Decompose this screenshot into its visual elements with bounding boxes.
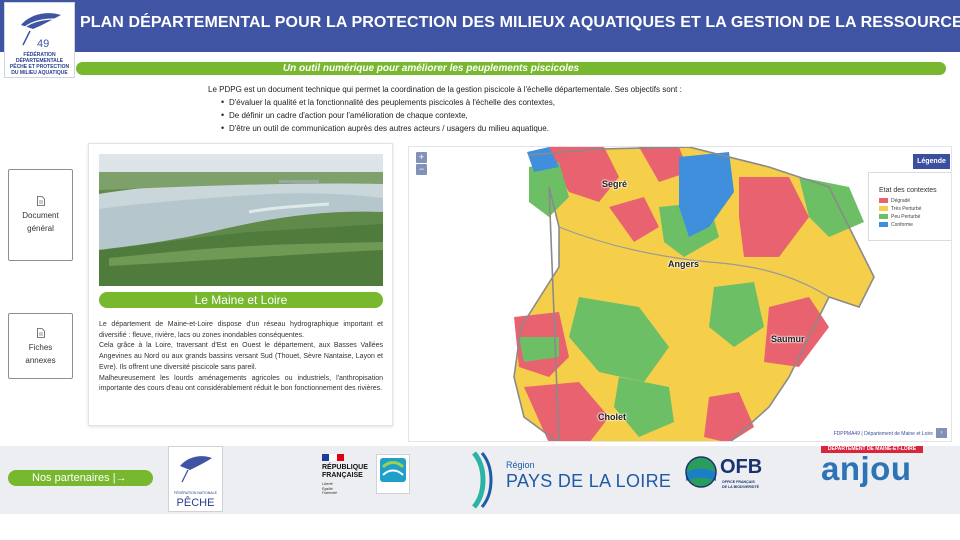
logo-number: 49: [37, 38, 49, 50]
map-attribution[interactable]: FDPPMA49 | Département de Maine et Loire: [833, 431, 933, 437]
map-panel[interactable]: + − Segré Angers Saumur Cholet Légende E…: [408, 146, 952, 442]
partners-button[interactable]: Nos partenaires |→: [8, 470, 153, 486]
zoom-in-button[interactable]: +: [416, 152, 427, 163]
subtitle-banner: Un outil numérique pour améliorer les pe…: [76, 62, 946, 75]
city-label-segre: Segré: [602, 179, 628, 189]
objective-item: D'évaluer la qualité et la fonctionnalit…: [221, 96, 768, 109]
objective-item: De définir un cadre d'action pour l'amél…: [221, 109, 768, 122]
city-label-cholet: Cholet: [598, 412, 626, 422]
fish-logo-icon: 49: [20, 13, 61, 50]
anjou-logo[interactable]: DÉPARTEMENT DE MAINE-ET-LOIRE anjou: [821, 446, 925, 496]
city-label-saumur: Saumur: [771, 334, 805, 344]
attribution-toggle-button[interactable]: ›: [936, 428, 947, 438]
card-description: Le département de Maine-et-Loire dispose…: [99, 321, 383, 393]
objectives-list: D'évaluer la qualité et la fonctionnalit…: [221, 96, 768, 135]
document-general-button[interactable]: Document général: [8, 169, 73, 261]
legend-item: Très Perturbé: [879, 205, 951, 213]
legend-title: Etat des contextes: [879, 187, 937, 194]
water-agency-icon: [380, 458, 406, 482]
ofb-logo[interactable]: OFB OFFICE FRANÇAIS DE LA BIODIVERSITÉ: [684, 453, 774, 503]
department-card: Le Maine et Loire Le département de Main…: [88, 143, 393, 426]
ofb-emblem-icon: [685, 456, 717, 488]
french-flag-icon: [322, 454, 344, 461]
intro-lead: Le PDPG est un document technique qui pe…: [208, 85, 682, 94]
zoom-out-button[interactable]: −: [416, 164, 427, 175]
fiches-annexes-button[interactable]: Fiches annexes: [8, 313, 73, 379]
loire-aerial-photo: [99, 154, 383, 286]
legend-item: Conforme: [879, 221, 951, 229]
header-bar: PLAN DÉPARTEMENTAL POUR LA PROTECTION DE…: [0, 0, 960, 52]
federation-logo[interactable]: 49 FÉDÉRATION DÉPARTEMENTALE PÊCHE ET PR…: [4, 2, 75, 78]
subtitle-text: Un outil numérique pour améliorer les pe…: [282, 63, 580, 74]
region-pays-de-la-loire-logo[interactable]: Région PAYS DE LA LOIRE: [468, 449, 671, 511]
document-icon: [36, 196, 45, 206]
contexts-map[interactable]: [409, 147, 952, 442]
legend-item: Dégradé: [879, 197, 951, 205]
document-icon: [36, 328, 45, 338]
partners-strip: Nos partenaires |→ FÉDÉRATION NATIONALE …: [0, 446, 960, 514]
legend-item: Peu Perturbé: [879, 213, 951, 221]
intro-text: Le PDPG est un document technique qui pe…: [208, 83, 768, 135]
card-title: Le Maine et Loire: [99, 292, 383, 308]
page-title: PLAN DÉPARTEMENTAL POUR LA PROTECTION DE…: [80, 14, 960, 31]
region-swoosh-icon: [471, 451, 493, 509]
fish-logo-icon: [179, 456, 212, 483]
map-legend: Etat des contextes Dégradé Très Perturbé…: [868, 172, 951, 241]
republique-francaise-logo[interactable]: RÉPUBLIQUE FRANÇAISE Liberté Égalité Fra…: [322, 454, 372, 506]
objective-item: D'être un outil de communication auprès …: [221, 122, 768, 135]
peche-logo[interactable]: FÉDÉRATION NATIONALE PÊCHE: [168, 446, 223, 512]
agence-eau-logo[interactable]: [376, 454, 410, 494]
logo-caption: FÉDÉRATION DÉPARTEMENTALE PÊCHE ET PROTE…: [9, 52, 70, 76]
city-label-angers: Angers: [668, 259, 700, 269]
legend-button[interactable]: Légende: [913, 154, 950, 169]
